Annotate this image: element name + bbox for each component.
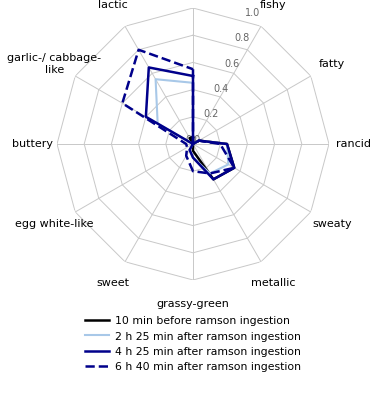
Legend: 10 min before ramson ingestion, 2 h 25 min after ramson ingestion, 4 h 25 min af: 10 min before ramson ingestion, 2 h 25 m…	[85, 316, 301, 372]
Text: 0.0: 0.0	[185, 135, 201, 145]
